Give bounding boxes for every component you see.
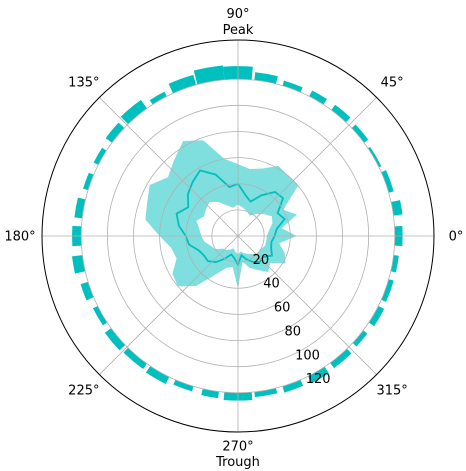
theta-tick-degree: 225°: [68, 384, 99, 399]
theta-tick-label: 225°: [68, 384, 99, 399]
band-layer: [145, 140, 299, 289]
bar-30: [367, 146, 382, 168]
bar-50: [331, 104, 351, 123]
bar-290: [282, 379, 304, 393]
theta-tick-label: 90° Peak: [223, 7, 254, 38]
theta-tick-label: 45°: [381, 75, 404, 90]
r-tick-label: 100: [295, 348, 320, 363]
bar-110: [168, 74, 197, 94]
bar-300: [307, 366, 329, 384]
bar-190: [71, 255, 86, 274]
theta-tick-degree: 270°: [222, 440, 253, 455]
bar-60: [309, 90, 327, 105]
r-tick-label: 20: [253, 253, 270, 268]
theta-tick-label: 135°: [68, 75, 99, 90]
bars-layer: [71, 65, 403, 401]
bar-130: [120, 99, 147, 125]
theta-axis-name: Peak: [223, 23, 254, 38]
theta-tick-label: 180°: [4, 230, 35, 245]
theta-tick-label: 315°: [376, 384, 407, 399]
bar-100: [193, 65, 225, 85]
bar-340: [381, 279, 394, 302]
r-tick-label: 120: [306, 372, 331, 387]
bar-160: [83, 172, 94, 191]
bar-140: [105, 122, 125, 143]
bar-350: [390, 255, 399, 273]
theta-axis-name: Trough: [215, 455, 260, 470]
theta-tick-degree: 315°: [376, 384, 407, 399]
theta-tick-degree: 45°: [381, 75, 404, 90]
grid-layer: [41, 39, 435, 433]
theta-grid-line: [99, 235, 239, 375]
bar-150: [93, 147, 107, 165]
bar-120: [149, 91, 167, 105]
r-tick-label: 60: [274, 301, 291, 316]
bar-310: [330, 348, 352, 369]
bar-250: [173, 379, 194, 392]
r-tick-label: 40: [263, 277, 280, 292]
theta-tick-label: 270° Trough: [215, 440, 260, 471]
bar-20: [381, 170, 394, 193]
bar-80: [254, 72, 278, 84]
bar-230: [123, 347, 147, 369]
outer-frame: [41, 39, 435, 433]
r-tick-label: 80: [285, 324, 302, 339]
theta-tick-label: 0°: [449, 230, 464, 245]
theta-tick-degree: 135°: [68, 75, 99, 90]
bar-320: [352, 330, 368, 347]
bar-210: [92, 305, 108, 326]
theta-tick-degree: 0°: [449, 230, 464, 245]
bar-40: [351, 124, 369, 143]
bar-330: [368, 305, 385, 327]
theta-grid-line: [237, 235, 377, 375]
theta-tick-degree: 90°: [226, 7, 249, 22]
theta-grid-line: [237, 97, 377, 237]
theta-grid-line: [99, 97, 239, 237]
bar-10: [391, 200, 403, 216]
bar-240: [145, 365, 170, 384]
bar-200: [80, 281, 94, 301]
bar-70: [282, 80, 303, 93]
labels-layer: 0° 45° 90° Peak 135° 180° 225° 270° Trough 315° 20…: [4, 7, 463, 470]
theta-tick-degree: 180°: [4, 230, 35, 245]
band-area: [145, 140, 299, 289]
bar-220: [104, 328, 126, 351]
bar-280: [254, 388, 278, 398]
